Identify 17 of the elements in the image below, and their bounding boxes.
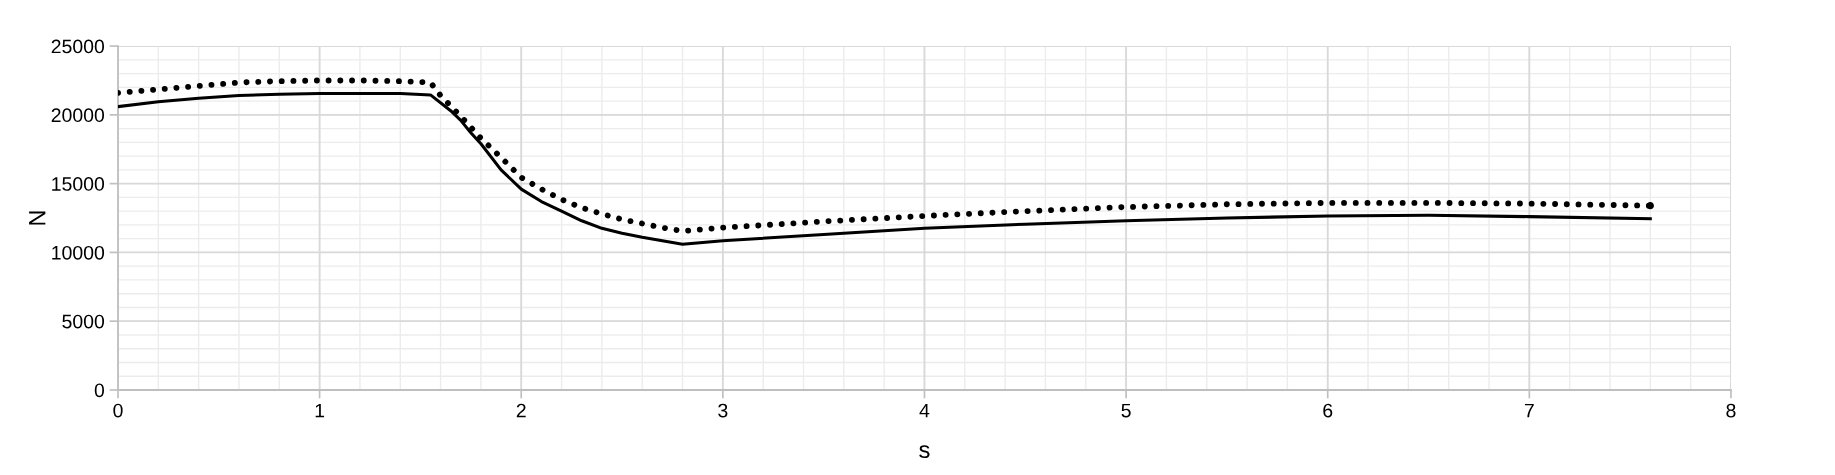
- y-axis-title: N: [29, 211, 46, 225]
- x-tick-label: 2: [516, 403, 526, 418]
- y-tick-label: 0: [94, 383, 105, 398]
- x-tick-label: 0: [113, 403, 123, 418]
- y-tick-label: 10000: [52, 245, 105, 260]
- x-axis-title: s: [919, 445, 930, 459]
- x-tick-label: 8: [1726, 403, 1736, 418]
- y-tick-label: 15000: [52, 177, 105, 191]
- x-tick-label: 5: [1121, 403, 1131, 418]
- x-tick-label: 3: [718, 403, 728, 418]
- x-tick-label: 1: [315, 403, 325, 418]
- y-tick-label: 25000: [51, 39, 105, 54]
- x-tick-label: 6: [1323, 403, 1333, 418]
- y-tick-label: 20000: [51, 108, 105, 123]
- y-tick-label: 5000: [62, 314, 105, 329]
- x-tick-label: 4: [919, 403, 930, 418]
- x-tick-label: 7: [1524, 403, 1534, 418]
